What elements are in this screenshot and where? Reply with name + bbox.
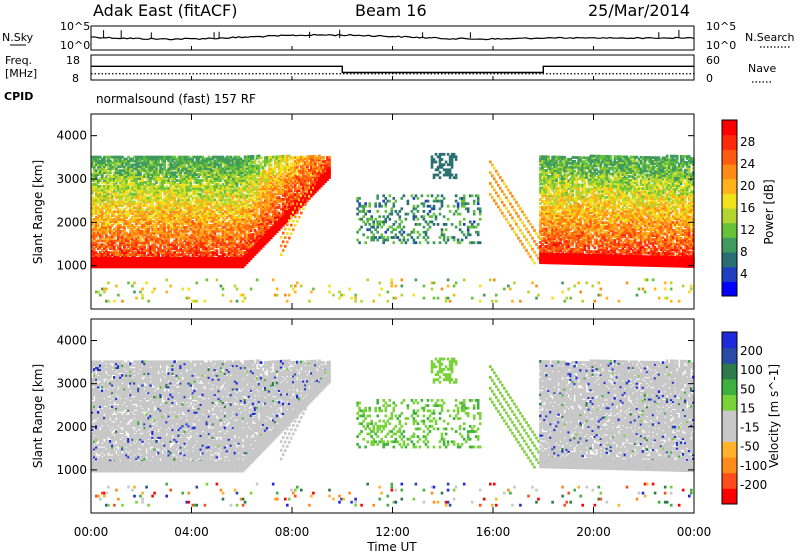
power-cell [131, 285, 134, 288]
power-cell [139, 291, 142, 294]
power-cell [252, 155, 255, 158]
power-cell [206, 279, 209, 282]
power-cell [113, 300, 116, 303]
frequency-line [91, 66, 694, 72]
cpid-text: normalsound (fast) 157 RF [96, 92, 256, 106]
power-cell [284, 294, 287, 297]
freq-tick-top: 18 [66, 54, 80, 67]
power-cell [107, 300, 110, 303]
plot-title: Adak East (fitACF) [93, 1, 237, 20]
nsky-label: N.Sky [2, 31, 34, 44]
power-cell [222, 294, 225, 297]
power-cell [270, 164, 273, 167]
power-cell [133, 282, 136, 285]
power-cell [133, 291, 136, 294]
power-cell [220, 285, 223, 288]
power-cell [216, 249, 219, 252]
power-cell [188, 297, 191, 300]
power-cell [272, 279, 275, 282]
power-cell [234, 285, 237, 288]
freq-tick-bottom: 8 [72, 72, 79, 85]
power-cell [169, 285, 172, 288]
power-cell [135, 297, 138, 300]
noise-sky-line [91, 34, 694, 39]
power-cell [153, 288, 156, 291]
power-cell [121, 300, 124, 303]
power-cell [276, 288, 279, 291]
power-cell [99, 294, 102, 297]
power-cell [284, 245, 287, 248]
power-cell [278, 204, 281, 207]
power-cell [260, 156, 263, 159]
power-cell [107, 282, 110, 285]
power-cell [115, 285, 118, 288]
power-cell [105, 288, 108, 291]
power-cell [282, 240, 285, 243]
noise-left-tick-top: 10^5 [60, 20, 90, 33]
power-cell [151, 291, 154, 294]
power-cell [242, 300, 245, 303]
beam-label: Beam 16 [355, 1, 427, 20]
power-cell [103, 291, 106, 294]
power-cell [181, 288, 184, 291]
date-label: 25/Mar/2014 [588, 1, 690, 20]
noise-left-tick-bottom: 10^0 [60, 39, 90, 52]
power-cell [216, 279, 219, 282]
freq-label: Freq. [5, 54, 32, 67]
power-cell [280, 245, 283, 248]
power-cells [91, 153, 695, 303]
power-cell [256, 279, 259, 282]
power-cell [276, 294, 279, 297]
noise-right-tick-bottom: 10^0 [706, 39, 736, 52]
power-cell [250, 288, 253, 291]
power-cell [222, 288, 225, 291]
power-cell [165, 291, 168, 294]
power-cell [244, 297, 247, 300]
nsearch-label: N.Search [745, 31, 795, 44]
power-cell [196, 300, 199, 303]
cpid-label: CPID [4, 90, 33, 103]
power-cell [204, 300, 207, 303]
power-cell [145, 282, 148, 285]
freq-unit-label: [MHz] [5, 67, 37, 80]
power-cell [196, 282, 199, 285]
power-cell [236, 300, 239, 303]
nave-label: Nave [748, 62, 776, 75]
power-cell [141, 294, 144, 297]
power-cell [141, 297, 144, 300]
power-cell [284, 236, 287, 239]
nave-tick-top: 60 [706, 54, 720, 67]
power-cell [141, 288, 144, 291]
noise-right-tick-top: 10^5 [706, 20, 736, 33]
power-cell [280, 236, 283, 239]
power-cell [117, 294, 120, 297]
power-cell [97, 291, 100, 294]
power-cell [236, 288, 239, 291]
power-cell [282, 232, 285, 235]
power-cell [188, 288, 191, 291]
power-cell [147, 300, 150, 303]
power-cell [282, 249, 285, 252]
power-cell [284, 228, 287, 231]
power-cell [280, 253, 283, 256]
power-cell [230, 300, 233, 303]
nave-tick-bottom: 0 [706, 72, 713, 85]
noise-panel: N.Sky 10^5 10^0 10^5 10^0 N.Search [2, 20, 795, 52]
power-cell [165, 279, 168, 282]
power-cell [242, 294, 245, 297]
power-cell [127, 282, 130, 285]
